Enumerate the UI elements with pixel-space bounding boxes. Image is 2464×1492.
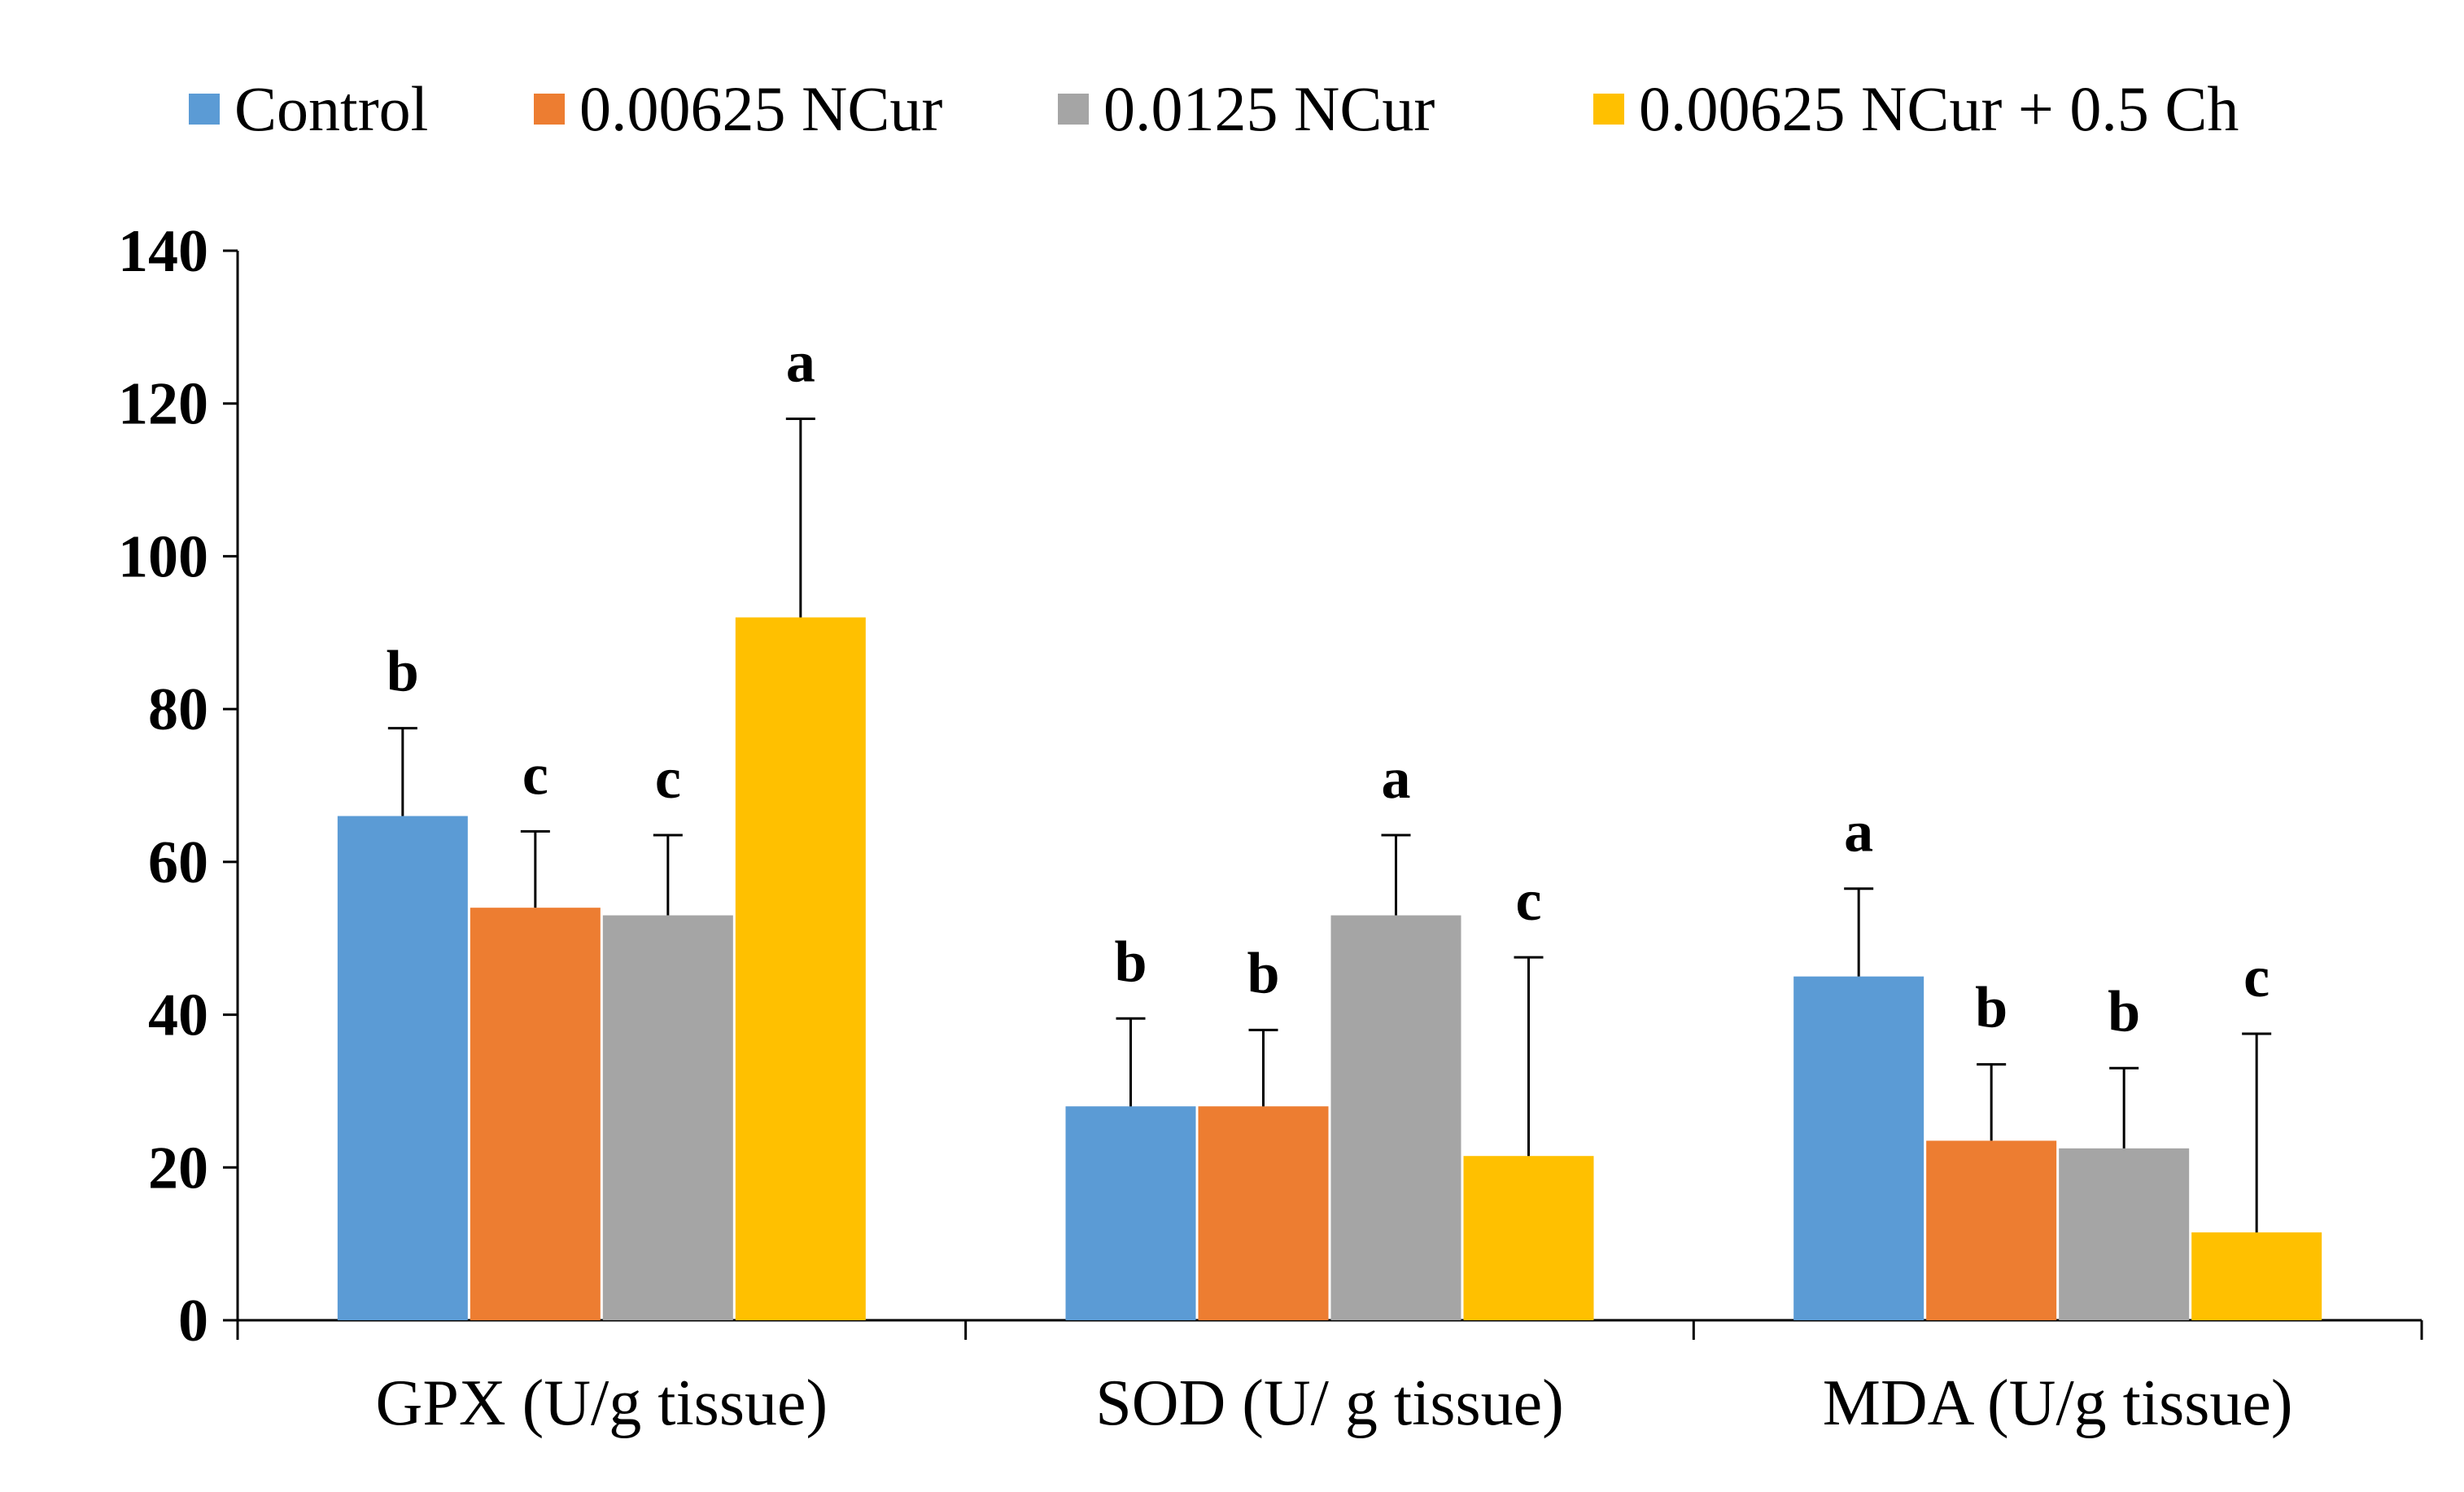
bar	[470, 908, 601, 1320]
bar	[1065, 1106, 1196, 1320]
y-tick-label: 60	[148, 829, 208, 896]
significance-letter: c	[2243, 944, 2270, 1009]
legend-label: 0.00625 NCur	[579, 73, 942, 144]
error-bars	[387, 417, 2272, 1233]
bar	[1198, 1106, 1329, 1320]
significance-letter: b	[387, 639, 419, 704]
bar	[1793, 976, 1924, 1320]
significance-letter: c	[522, 742, 548, 807]
x-axis: GPX (U/g tissue) SOD (U/ g tissue) MDA (U/…	[236, 1319, 2423, 1439]
y-tick-label: 20	[148, 1135, 208, 1201]
y-tick-label: 120	[118, 371, 208, 438]
significance-letter: a	[1844, 799, 1873, 864]
legend-swatch	[1593, 94, 1624, 125]
bar	[1926, 1140, 2057, 1320]
bar	[2059, 1148, 2190, 1320]
y-tick-label: 140	[118, 218, 208, 285]
significance-letter: b	[2108, 978, 2140, 1044]
bar	[337, 816, 468, 1320]
bar	[602, 915, 733, 1320]
significance-letter: c	[1516, 868, 1542, 933]
significance-letter: b	[1247, 940, 1279, 1005]
y-tick-label: 100	[118, 523, 208, 590]
significance-letter: b	[1114, 929, 1147, 994]
y-tick-label: 80	[148, 676, 208, 743]
bar	[735, 617, 866, 1320]
y-tick-label: 40	[148, 982, 208, 1049]
significance-letter: a	[1382, 746, 1411, 811]
y-tick-label: 0	[178, 1288, 208, 1354]
bars	[337, 617, 2322, 1320]
significance-labels: b c c a b b a c a b b c	[387, 329, 2270, 1044]
x-category-label: GPX (U/g tissue)	[376, 1367, 828, 1439]
legend-swatch	[534, 94, 565, 125]
legend-label: 0.0125 NCur	[1103, 73, 1435, 144]
legend-swatch	[189, 94, 220, 125]
significance-letter: c	[655, 746, 681, 811]
significance-letter: b	[1975, 975, 2007, 1040]
bar	[1330, 915, 1461, 1320]
significance-letter: a	[786, 329, 815, 394]
x-category-label: MDA (U/g tissue)	[1823, 1367, 2293, 1439]
y-axis: 0 20 40 60 80 100 120 140	[118, 218, 239, 1354]
legend-swatch	[1058, 94, 1089, 125]
legend-label: Control	[234, 73, 428, 144]
legend-label: 0.00625 NCur + 0.5 Ch	[1639, 73, 2239, 144]
bar	[1463, 1156, 1594, 1320]
legend: Control 0.00625 NCur 0.0125 NCur 0.00625 NC…	[189, 73, 2239, 144]
x-category-label: SOD (U/ g tissue)	[1095, 1367, 1564, 1439]
bar	[2191, 1232, 2322, 1320]
